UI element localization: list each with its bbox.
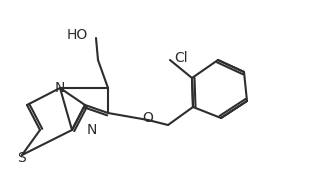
Text: N: N — [55, 81, 65, 95]
Text: S: S — [18, 151, 26, 165]
Text: N: N — [87, 123, 97, 137]
Text: HO: HO — [67, 28, 88, 42]
Text: Cl: Cl — [174, 51, 188, 65]
Text: O: O — [143, 111, 153, 125]
